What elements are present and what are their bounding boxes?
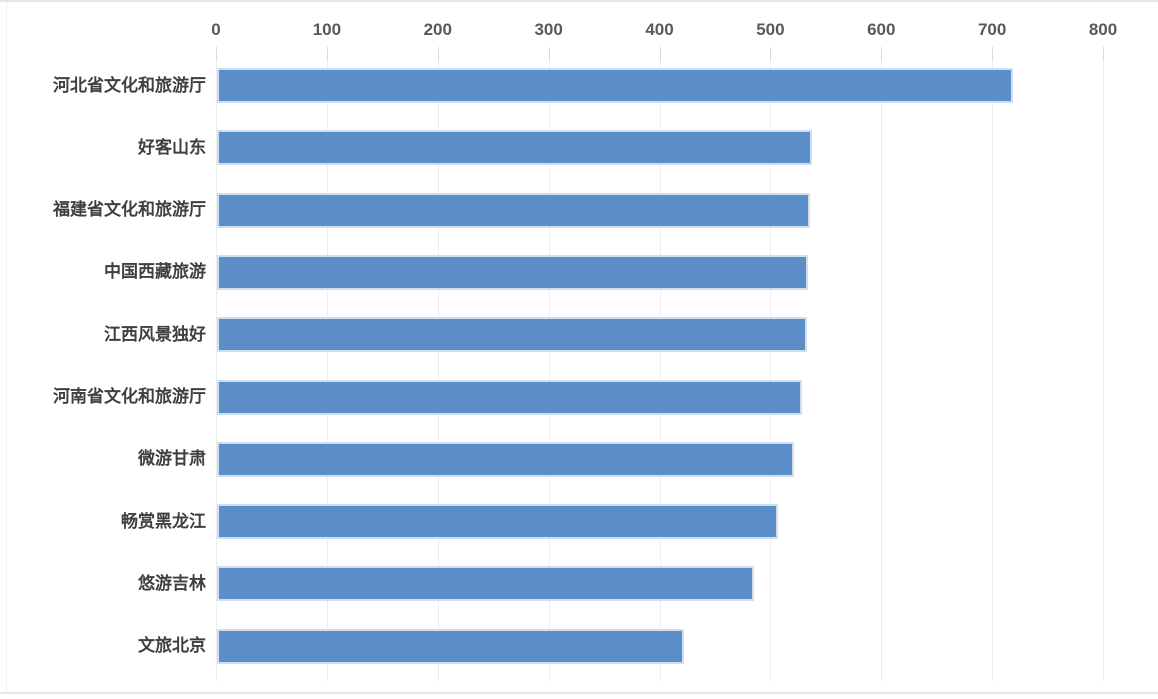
x-axis-tick-mark — [992, 47, 994, 61]
category-label: 好客山东 — [138, 137, 206, 157]
bar — [217, 254, 808, 290]
category-label: 中国西藏旅游 — [104, 262, 206, 282]
vertical-gridline — [992, 61, 994, 681]
category-label: 文旅北京 — [138, 636, 206, 656]
bar — [217, 68, 1014, 103]
category-label: 畅赏黑龙江 — [121, 511, 206, 531]
x-axis-tick-mark — [548, 47, 550, 61]
category-label: 福建省文化和旅游厅 — [53, 200, 206, 220]
x-axis-tick-label: 600 — [867, 20, 896, 39]
x-axis-tick-label: 200 — [423, 20, 452, 39]
x-axis-tick-mark — [216, 47, 217, 61]
x-axis-tick-label: 100 — [312, 20, 342, 39]
chart-bottom-border — [0, 692, 1158, 694]
category-label: 悠游吉林 — [138, 573, 206, 593]
bar — [217, 130, 813, 166]
bar — [217, 192, 811, 228]
x-axis-tick-mark — [1103, 47, 1104, 61]
x-axis-tick-mark — [881, 47, 883, 61]
vertical-gridline — [881, 61, 883, 681]
x-axis-tick-label: 300 — [534, 20, 563, 39]
vertical-gridline — [216, 61, 217, 681]
vertical-gridline — [1103, 61, 1104, 681]
x-axis-tick-label: 0 — [211, 20, 221, 39]
x-axis-tick-mark — [326, 47, 328, 61]
bar — [217, 504, 779, 540]
x-axis-tick-mark — [770, 47, 772, 61]
x-axis-tick-label: 400 — [645, 20, 674, 39]
category-label: 江西风景独好 — [104, 324, 206, 344]
vertical-gridline — [770, 61, 772, 681]
category-label: 微游甘肃 — [138, 449, 206, 469]
vertical-gridline — [326, 61, 328, 681]
x-axis-tick-label: 800 — [1088, 20, 1118, 39]
bar — [217, 566, 754, 602]
bar — [217, 441, 794, 477]
vertical-gridline — [437, 61, 439, 681]
chart-top-border — [0, 0, 1158, 2]
vertical-gridline — [548, 61, 550, 681]
chart-left-border — [6, 2, 7, 692]
category-label: 河北省文化和旅游厅 — [53, 75, 206, 95]
x-axis-tick-mark — [437, 47, 439, 61]
x-axis-tick-mark — [659, 47, 661, 61]
x-axis-tick-label: 700 — [977, 20, 1007, 39]
bar — [217, 379, 803, 415]
bar — [217, 628, 684, 664]
x-axis-tick-label: 500 — [756, 20, 785, 39]
bar — [217, 317, 807, 353]
category-label: 河南省文化和旅游厅 — [53, 387, 206, 406]
vertical-gridline — [659, 61, 661, 681]
